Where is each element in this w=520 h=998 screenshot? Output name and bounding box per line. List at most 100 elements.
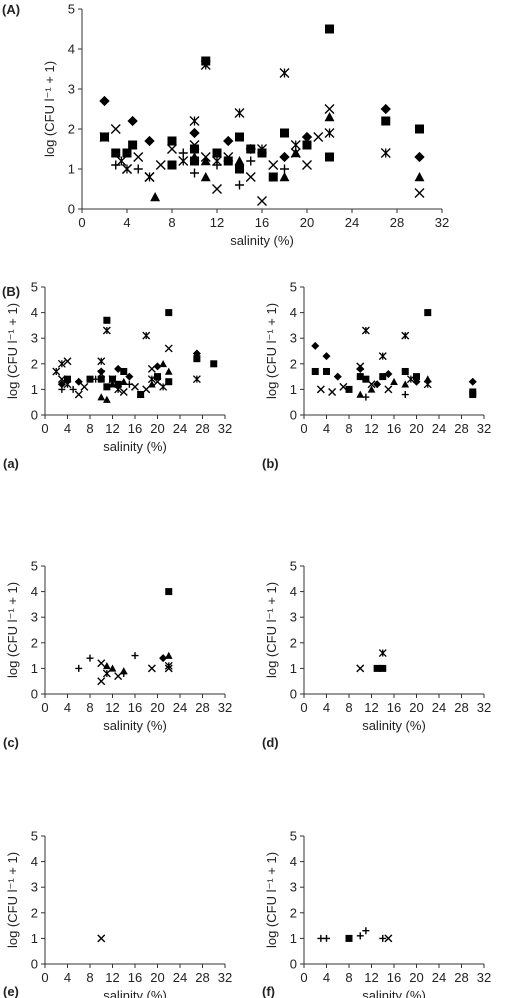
point-asterisk bbox=[279, 68, 290, 78]
point-x bbox=[245, 172, 256, 182]
point-x bbox=[167, 144, 177, 154]
point-triangle bbox=[401, 380, 410, 388]
point-triangle bbox=[97, 393, 106, 401]
point-asterisk bbox=[378, 649, 387, 657]
point-square bbox=[373, 664, 381, 672]
point-square bbox=[64, 375, 71, 383]
point-diamond bbox=[468, 377, 477, 386]
x-tick-label: 28 bbox=[195, 970, 209, 985]
y-tick-label: 4 bbox=[31, 584, 38, 599]
point-asterisk bbox=[257, 144, 267, 154]
x-tick-label: 16 bbox=[387, 970, 401, 985]
y-axis-label: log (CFU l⁻¹ + 1) bbox=[42, 61, 57, 157]
point-diamond bbox=[192, 349, 201, 358]
point-x bbox=[97, 659, 106, 668]
point-diamond bbox=[333, 372, 342, 381]
y-tick-label: 1 bbox=[290, 661, 297, 676]
point-triangle bbox=[103, 661, 111, 670]
point-diamond bbox=[245, 143, 256, 155]
x-tick-label: 20 bbox=[150, 421, 164, 436]
point-square bbox=[424, 309, 432, 317]
point-x bbox=[97, 677, 106, 686]
point-plus bbox=[246, 156, 256, 166]
y-tick-label: 3 bbox=[68, 82, 75, 97]
point-triangle bbox=[159, 359, 167, 368]
x-tick-label: 16 bbox=[387, 421, 401, 436]
y-tick-label: 5 bbox=[31, 280, 38, 295]
point-x bbox=[268, 160, 279, 170]
point-asterisk bbox=[122, 164, 132, 174]
panel-label-c: (c) bbox=[3, 735, 19, 750]
x-tick-label: 4 bbox=[323, 421, 330, 436]
x-tick-label: 16 bbox=[255, 215, 269, 230]
point-asterisk bbox=[200, 60, 211, 70]
x-tick-label: 20 bbox=[409, 421, 423, 436]
point-plus bbox=[323, 934, 330, 942]
point-square bbox=[469, 391, 477, 399]
x-tick-label: 16 bbox=[128, 700, 142, 715]
y-axis-label: log (CFU l⁻¹ + 1) bbox=[5, 852, 20, 948]
point-asterisk bbox=[114, 385, 123, 394]
point-x bbox=[384, 934, 393, 943]
point-square bbox=[413, 373, 420, 381]
point-diamond bbox=[414, 151, 425, 163]
x-tick-label: 32 bbox=[477, 970, 491, 985]
point-plus bbox=[69, 385, 77, 393]
point-square bbox=[103, 316, 111, 324]
x-tick-label: 28 bbox=[454, 421, 468, 436]
x-tick-label: 24 bbox=[345, 215, 359, 230]
point-square bbox=[165, 309, 173, 317]
x-tick-label: 12 bbox=[210, 215, 224, 230]
y-tick-label: 3 bbox=[290, 331, 297, 346]
x-tick-label: 4 bbox=[64, 700, 71, 715]
point-asterisk bbox=[406, 375, 415, 384]
x-axis-label: salinity (%) bbox=[103, 718, 167, 733]
x-tick-label: 24 bbox=[432, 700, 446, 715]
point-square bbox=[401, 367, 409, 375]
point-x bbox=[302, 160, 312, 170]
point-x bbox=[142, 385, 151, 394]
y-tick-label: 2 bbox=[290, 905, 297, 920]
point-x bbox=[133, 152, 144, 162]
point-triangle bbox=[367, 385, 376, 393]
point-square bbox=[325, 152, 334, 162]
point-square bbox=[280, 128, 289, 138]
panel-label-f: (f) bbox=[262, 984, 275, 998]
point-asterisk bbox=[212, 156, 222, 166]
x-tick-label: 8 bbox=[345, 970, 352, 985]
point-triangle bbox=[414, 172, 425, 182]
x-tick-label: 32 bbox=[218, 970, 232, 985]
y-tick-label: 5 bbox=[31, 559, 38, 574]
point-asterisk bbox=[147, 375, 156, 384]
point-square bbox=[381, 116, 391, 126]
point-x bbox=[212, 184, 222, 194]
point-plus bbox=[86, 654, 94, 662]
point-asterisk bbox=[102, 669, 111, 678]
point-triangle bbox=[324, 112, 335, 122]
point-diamond bbox=[373, 380, 382, 389]
y-tick-label: 2 bbox=[31, 635, 38, 650]
x-tick-label: 24 bbox=[432, 970, 446, 985]
point-square bbox=[114, 380, 122, 388]
point-plus bbox=[401, 391, 409, 399]
y-tick-label: 0 bbox=[68, 202, 75, 217]
point-square bbox=[345, 385, 353, 393]
point-x bbox=[324, 104, 335, 114]
point-square bbox=[379, 664, 387, 672]
x-tick-label: 4 bbox=[64, 421, 71, 436]
point-diamond bbox=[127, 115, 138, 127]
x-tick-label: 8 bbox=[86, 700, 93, 715]
y-tick-label: 1 bbox=[290, 931, 297, 946]
x-tick-label: 0 bbox=[41, 421, 48, 436]
y-tick-label: 0 bbox=[31, 687, 38, 702]
point-asterisk bbox=[290, 140, 301, 150]
x-tick-label: 0 bbox=[300, 970, 307, 985]
panel-A-label: (A) bbox=[2, 2, 20, 17]
point-diamond bbox=[322, 352, 331, 361]
